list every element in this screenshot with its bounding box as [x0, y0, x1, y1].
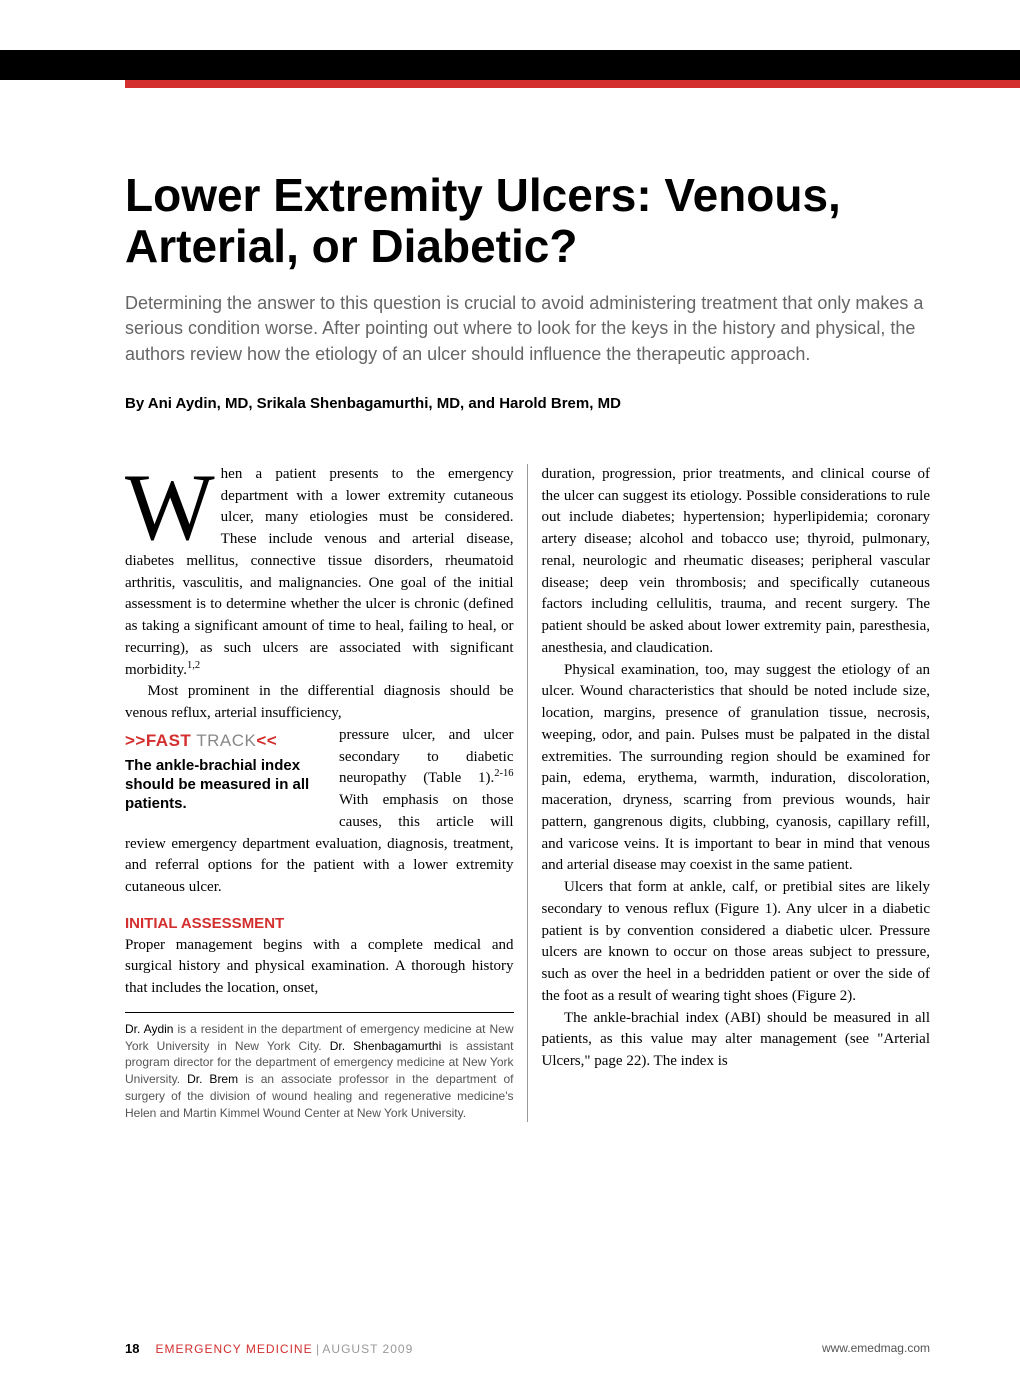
paragraph-1: When a patient presents to the emergency…	[125, 464, 514, 682]
ft-arrows-left: >>	[125, 731, 146, 750]
fast-track-text: The ankle-brachial index should be measu…	[125, 757, 325, 813]
page-number: 18	[125, 1341, 139, 1356]
ft-track: TRACK	[191, 731, 256, 750]
article-byline: By Ani Aydin, MD, Srikala Shenbagamurthi…	[125, 395, 930, 412]
page-footer: 18 EMERGENCY MEDICINE | AUGUST 2009 www.…	[125, 1341, 930, 1356]
article-title: Lower Extremity Ulcers: Venous, Arterial…	[125, 170, 930, 271]
body-columns: When a patient presents to the emergency…	[125, 464, 930, 1122]
para2-citation: 2-16	[494, 768, 513, 779]
bio-name-1: Dr. Aydin	[125, 1022, 173, 1036]
paragraph-7: The ankle-brachial index (ABI) should be…	[542, 1008, 931, 1073]
paragraph-2: Most prominent in the differential diagn…	[125, 681, 514, 725]
paragraph-6: Ulcers that form at ankle, calf, or pret…	[542, 877, 931, 1008]
drop-cap: W	[125, 472, 215, 543]
header-bar	[0, 50, 1020, 80]
footer-sep: |	[316, 1342, 319, 1356]
footer-url: www.emedmag.com	[822, 1341, 930, 1356]
paragraph-3: Proper management begins with a complete…	[125, 935, 514, 1000]
journal-name: EMERGENCY MEDICINE	[155, 1342, 312, 1356]
article-content: Lower Extremity Ulcers: Venous, Arterial…	[125, 170, 930, 1122]
para1-citation: 1,2	[187, 660, 200, 671]
paragraph-5: Physical examination, too, may suggest t…	[542, 660, 931, 878]
ft-arrows-right: <<	[256, 731, 277, 750]
bio-name-3: Dr. Brem	[187, 1072, 238, 1086]
footer-left: 18 EMERGENCY MEDICINE | AUGUST 2009	[125, 1341, 413, 1356]
section-heading-initial: INITIAL ASSESSMENT	[125, 913, 514, 935]
para2-lead: Most prominent in the differential diagn…	[125, 683, 514, 721]
ft-fast: FAST	[146, 731, 191, 750]
fast-track-callout: >>FAST TRACK<< The ankle-brachial index …	[125, 729, 325, 814]
article-subtitle: Determining the answer to this question …	[125, 291, 930, 367]
author-bio: Dr. Aydin is a resident in the departmen…	[125, 1012, 514, 1122]
para2-mid: pressure ulcer, and ulcer secondary to d…	[339, 727, 514, 787]
paragraph-4: duration, progression, prior treatments,…	[542, 464, 931, 660]
bio-name-2: Dr. Shenbagamurthi	[330, 1039, 442, 1053]
journal-date: AUGUST 2009	[322, 1342, 413, 1356]
fast-track-header: >>FAST TRACK<<	[125, 729, 325, 754]
